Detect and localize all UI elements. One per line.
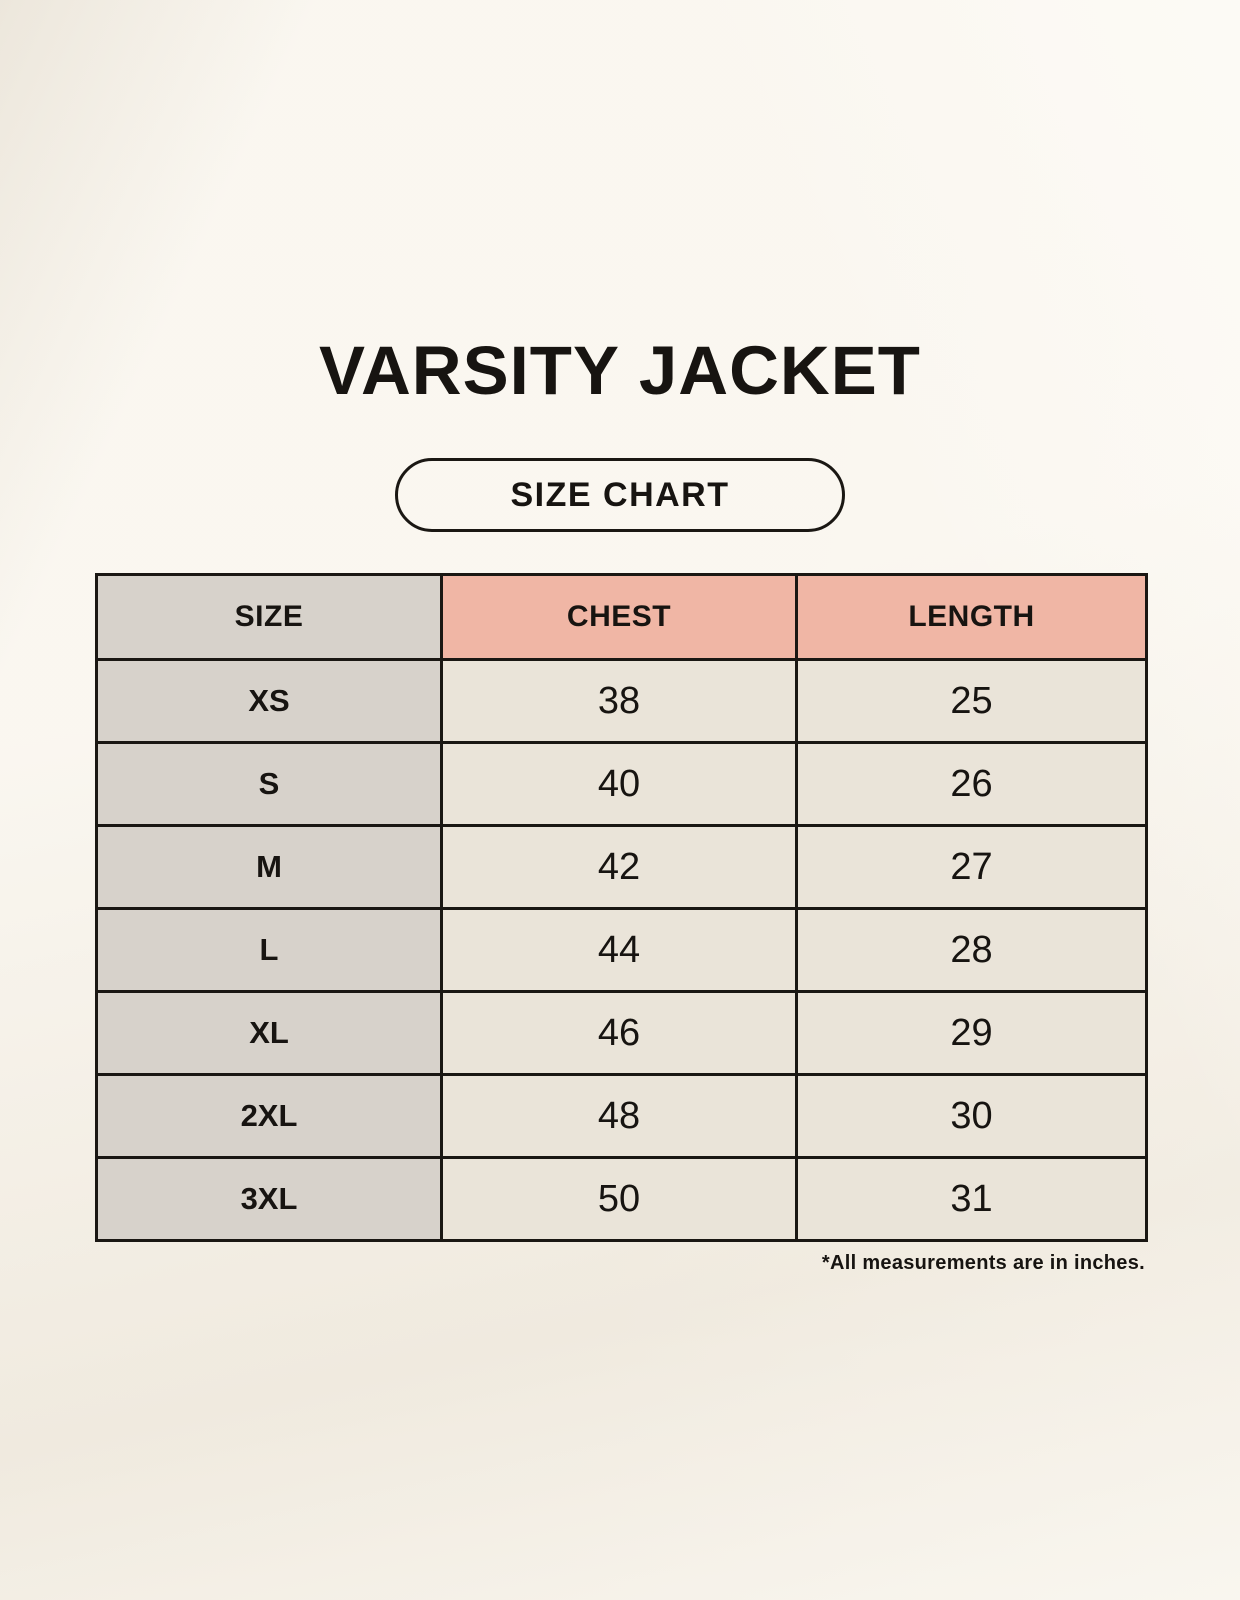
chest-value-cell: 44 — [440, 907, 798, 993]
length-value-cell: 25 — [795, 658, 1148, 744]
table-row: XL 46 29 — [95, 990, 1148, 1076]
chest-value-cell: 42 — [440, 824, 798, 910]
column-header-chest: CHEST — [440, 573, 798, 661]
column-header-size: SIZE — [95, 573, 443, 661]
size-cell: XL — [95, 990, 443, 1076]
size-cell: 2XL — [95, 1073, 443, 1159]
size-cell: 3XL — [95, 1156, 443, 1242]
chest-value-cell: 38 — [440, 658, 798, 744]
size-table: SIZE CHEST LENGTH XS 38 25 S 40 26 M 42 … — [95, 573, 1148, 1242]
table-row: L 44 28 — [95, 907, 1148, 993]
length-value-cell: 29 — [795, 990, 1148, 1076]
table-row: 2XL 48 30 — [95, 1073, 1148, 1159]
length-value-cell: 31 — [795, 1156, 1148, 1242]
column-header-length: LENGTH — [795, 573, 1148, 661]
size-chart-badge-label: SIZE CHART — [510, 475, 730, 514]
length-value-cell: 30 — [795, 1073, 1148, 1159]
table-row: 3XL 50 31 — [95, 1156, 1148, 1242]
size-cell: M — [95, 824, 443, 910]
size-cell: S — [95, 741, 443, 827]
size-cell: XS — [95, 658, 443, 744]
size-cell: L — [95, 907, 443, 993]
page-title: VARSITY JACKET — [319, 332, 921, 409]
chest-value-cell: 50 — [440, 1156, 798, 1242]
size-chart-badge: SIZE CHART — [395, 458, 845, 532]
table-row: S 40 26 — [95, 741, 1148, 827]
table-row: M 42 27 — [95, 824, 1148, 910]
length-value-cell: 27 — [795, 824, 1148, 910]
chest-value-cell: 40 — [440, 741, 798, 827]
table-row: XS 38 25 — [95, 658, 1148, 744]
measurements-footnote: *All measurements are in inches. — [821, 1252, 1145, 1274]
length-value-cell: 26 — [795, 741, 1148, 827]
length-value-cell: 28 — [795, 907, 1148, 993]
table-header-row: SIZE CHEST LENGTH — [95, 573, 1148, 661]
chest-value-cell: 48 — [440, 1073, 798, 1159]
chest-value-cell: 46 — [440, 990, 798, 1076]
